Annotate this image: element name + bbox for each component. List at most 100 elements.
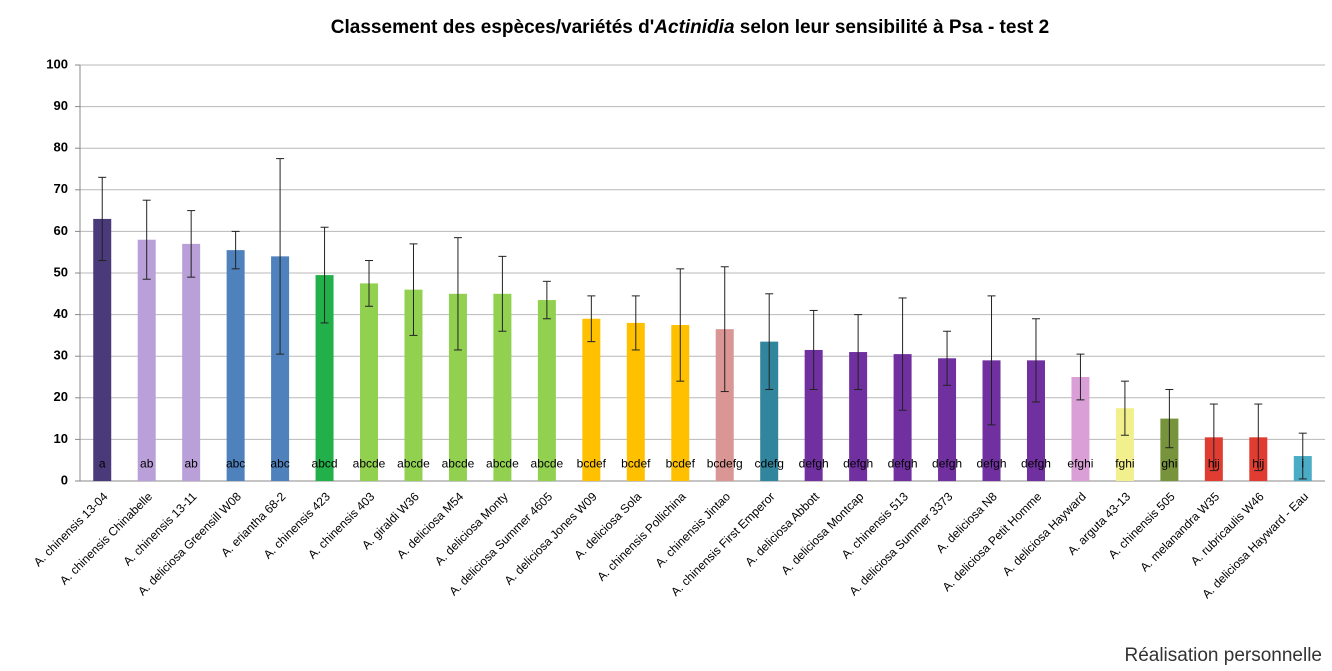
error-bar <box>676 268 685 382</box>
error-bar <box>498 255 507 332</box>
title-part: Actinidia <box>653 17 735 38</box>
error-bar <box>231 230 240 270</box>
group-label: ab <box>140 457 154 471</box>
error-bar <box>320 226 329 324</box>
y-tick-label: 0 <box>61 472 68 487</box>
group-label: bcdefg <box>707 457 743 471</box>
y-tick-label: 20 <box>54 389 68 404</box>
bar <box>671 325 690 481</box>
bar <box>1071 377 1090 481</box>
error-bar <box>1120 380 1129 436</box>
group-label: ghi <box>1161 457 1177 471</box>
x-tick-label: A. chinensis Pollichina <box>594 489 689 584</box>
bar <box>715 329 734 481</box>
error-bar <box>809 309 818 390</box>
error-bar <box>854 314 863 390</box>
y-tick-label: 90 <box>54 98 68 113</box>
group-label: bcdef <box>621 457 651 471</box>
y-tick-label: 80 <box>54 140 68 155</box>
bar <box>849 352 868 481</box>
error-bar <box>1076 353 1085 401</box>
group-label: a <box>99 457 106 471</box>
error-bar <box>98 176 107 262</box>
error-bar <box>453 237 462 351</box>
bar <box>448 293 467 481</box>
error-bar <box>765 293 774 390</box>
error-bar <box>542 280 551 320</box>
error-bar <box>1254 403 1263 472</box>
group-label: abcde <box>442 457 475 471</box>
error-bar <box>898 297 907 411</box>
title-part: Classement des espèces/variétés d' <box>331 17 654 38</box>
bar <box>893 354 912 481</box>
bar <box>315 275 334 481</box>
error-bar <box>631 295 640 351</box>
error-bar <box>409 243 418 336</box>
bar <box>271 256 290 481</box>
x-tick-label: A. deliciosa Abbott <box>742 489 822 569</box>
group-label: bcdef <box>666 457 696 471</box>
error-bar <box>365 260 374 307</box>
group-label: hij <box>1208 457 1220 471</box>
bar <box>938 358 957 481</box>
group-label: ab <box>184 457 198 471</box>
error-bar <box>587 295 596 343</box>
chart-title: Classement des espèces/variétés d'Actini… <box>331 17 1049 38</box>
y-tick-label: 10 <box>54 431 68 446</box>
bar <box>493 293 512 481</box>
group-label: abcd <box>312 457 338 471</box>
bar <box>1115 408 1134 481</box>
error-bar <box>187 210 196 278</box>
error-bar <box>1209 403 1218 472</box>
bar <box>93 218 112 482</box>
bar <box>226 250 245 481</box>
group-label: fghi <box>1115 457 1134 471</box>
group-label: bcdef <box>577 457 607 471</box>
bar <box>1160 418 1179 481</box>
error-bar <box>1031 318 1040 403</box>
error-bar <box>276 158 285 355</box>
footer: Réalisation personnelle <box>1124 645 1322 666</box>
y-tick-label: 100 <box>46 56 68 71</box>
y-tick-label: 70 <box>54 181 68 196</box>
group-label: defgh <box>888 457 918 471</box>
group-label: defgh <box>1021 457 1051 471</box>
x-tick-label: A. melanandra W35 <box>1137 489 1222 574</box>
group-label: defgh <box>977 457 1007 471</box>
bar <box>360 283 379 481</box>
group-label: i <box>1301 457 1304 471</box>
error-bar <box>1165 388 1174 449</box>
x-tick-label: A. deliciosa Hayward <box>1000 489 1089 578</box>
bar <box>182 243 201 481</box>
group-label: abcde <box>397 457 430 471</box>
error-bar <box>1298 432 1307 480</box>
y-tick-label: 60 <box>54 223 68 238</box>
group-label: abcde <box>353 457 386 471</box>
bar <box>804 349 823 481</box>
group-label: defgh <box>932 457 962 471</box>
y-tick-label: 40 <box>54 306 68 321</box>
bar <box>760 341 779 481</box>
bar <box>1026 360 1045 481</box>
error-bar <box>142 199 151 280</box>
bar <box>404 289 423 481</box>
bar <box>137 239 156 481</box>
group-label: efghi <box>1067 457 1093 471</box>
group-label: defgh <box>843 457 873 471</box>
title-part: selon leur sensibilité à Psa - test 2 <box>735 17 1050 38</box>
y-tick-label: 50 <box>54 264 68 279</box>
group-label: abc <box>270 457 289 471</box>
bar <box>626 322 645 481</box>
x-tick-label: A. chinensis 13-04 <box>31 489 111 569</box>
bar <box>582 318 601 481</box>
group-label: abc <box>226 457 245 471</box>
group-label: abcde <box>531 457 564 471</box>
error-bar <box>943 330 952 386</box>
group-label: cdefg <box>755 457 784 471</box>
error-bar <box>987 295 996 426</box>
x-tick-label: A. deliciosa Montcap <box>778 489 866 577</box>
group-label: defgh <box>799 457 829 471</box>
group-label: hij <box>1252 457 1264 471</box>
error-bar <box>720 266 729 393</box>
